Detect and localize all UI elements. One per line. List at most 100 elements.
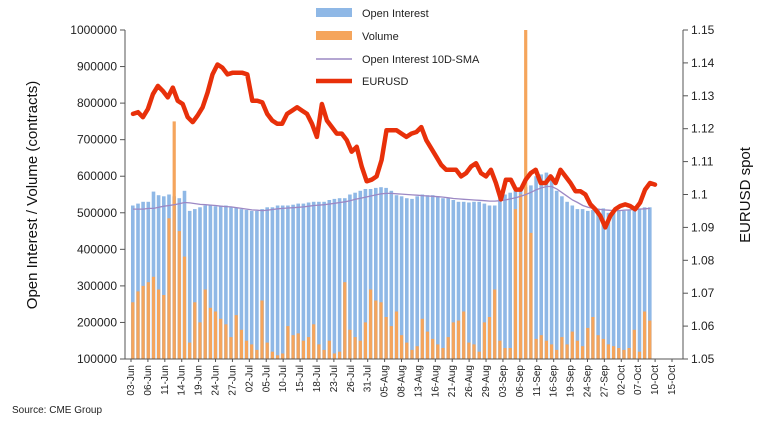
volume-bar	[182, 256, 187, 359]
volume-bar	[343, 282, 347, 359]
legend-swatch-volume	[316, 31, 352, 40]
volume-bar	[627, 348, 631, 359]
open-interest-bar	[193, 209, 197, 359]
x-tick-label: 29-Aug	[481, 365, 492, 397]
open-interest-bar	[218, 205, 223, 359]
open-interest-bar	[441, 198, 445, 359]
open-interest-bar	[420, 194, 425, 359]
x-tick-label: 10-Oct	[650, 365, 661, 395]
open-interest-bar	[317, 201, 321, 359]
open-interest-bar	[410, 198, 414, 359]
volume-bar	[617, 348, 621, 359]
volume-bar	[498, 340, 502, 359]
x-tick-label: 31-Jul	[363, 365, 374, 392]
volume-bar	[420, 318, 424, 359]
volume-bar	[338, 351, 342, 359]
open-interest-bar	[379, 187, 383, 359]
volume-bar	[637, 351, 642, 359]
open-interest-bar	[384, 187, 388, 359]
open-interest-bar	[151, 191, 156, 359]
x-tick-label: 24-Jun	[211, 365, 222, 396]
volume-bar	[643, 311, 647, 359]
left-tick-label: 700000	[77, 133, 117, 147]
left-axis-ticks: 100000 200000 300000 400000 500000 600000 7000…	[70, 23, 125, 366]
volume-bar	[606, 344, 610, 359]
open-interest-bar	[260, 209, 264, 359]
legend: Open Interest Volume Open Interest 10D-S…	[316, 8, 480, 88]
open-interest-bar	[617, 210, 621, 359]
right-tick-label: 1.14	[691, 56, 715, 70]
volume-bar	[519, 194, 523, 359]
volume-bar	[136, 291, 140, 359]
open-interest-bar	[487, 205, 492, 359]
volume-bar	[369, 289, 373, 359]
x-tick-label: 03-Sep	[498, 365, 509, 398]
open-interest-bar	[270, 207, 275, 359]
x-tick-label: 19-Sep	[566, 365, 577, 398]
volume-bar	[467, 342, 471, 359]
open-interest-bar	[591, 209, 595, 359]
volume-bar	[389, 326, 393, 359]
open-interest-bar	[332, 198, 337, 359]
x-tick-label: 14-Jun	[177, 365, 188, 396]
open-interest-bar	[234, 208, 238, 359]
right-tick-label: 1.13	[691, 89, 715, 103]
open-interest-bar	[374, 187, 378, 359]
x-tick-label: 11-Sep	[532, 365, 543, 397]
volume-bar	[250, 344, 254, 359]
volume-bar	[208, 307, 212, 359]
open-interest-bar	[492, 205, 497, 359]
open-interest-bar	[394, 195, 399, 359]
open-interest-bar	[425, 195, 430, 359]
left-tick-label: 100000	[77, 352, 117, 366]
volume-bar	[410, 349, 414, 359]
right-axis-ticks: 1.05 1.06 1.07 1.08 1.09 1.1 1.11 1.12 1.13 1.14 1…	[683, 23, 715, 366]
volume-bar	[586, 327, 590, 359]
open-interest-bar	[648, 207, 652, 359]
volume-bar	[436, 344, 440, 359]
volume-bar	[219, 318, 223, 359]
open-interest-bar	[353, 192, 357, 359]
open-interest-bar	[586, 210, 590, 359]
open-interest-bar	[570, 205, 575, 359]
right-axis-title: EURUSD spot	[737, 146, 754, 243]
volume-bar	[131, 302, 135, 359]
open-interest-bar	[337, 198, 342, 359]
volume-bar	[596, 335, 600, 359]
volume-bar	[358, 340, 362, 359]
right-tick-label: 1.05	[691, 352, 715, 366]
volume-bar	[229, 337, 233, 359]
open-interest-bar	[596, 209, 600, 359]
open-interest-bar	[467, 202, 471, 359]
open-interest-bar	[198, 207, 202, 359]
right-tick-label: 1.1	[691, 188, 708, 202]
open-interest-bar	[244, 209, 249, 359]
x-tick-label: 15-Oct	[667, 365, 678, 395]
open-interest-bar	[141, 201, 145, 359]
open-interest-bars	[131, 172, 652, 359]
volume-bar	[446, 337, 450, 359]
volume-bar	[456, 320, 461, 359]
right-tick-label: 1.09	[691, 220, 715, 234]
open-interest-bar	[436, 196, 440, 359]
volume-bar	[286, 326, 290, 359]
volume-bar	[281, 353, 285, 359]
open-interest-bar	[306, 202, 311, 359]
open-interest-bar	[229, 207, 233, 359]
volume-bar	[560, 337, 564, 359]
left-tick-label: 500000	[77, 206, 117, 220]
volume-bar	[307, 337, 311, 359]
x-tick-label: 21-Aug	[447, 365, 458, 397]
open-interest-bar	[601, 208, 606, 359]
volume-bar	[451, 322, 455, 359]
open-interest-bar	[549, 176, 554, 359]
open-interest-bar	[213, 206, 218, 359]
left-tick-label: 400000	[77, 242, 117, 256]
open-interest-bar	[606, 212, 611, 359]
volume-bar	[332, 353, 336, 359]
volume-bar	[151, 276, 156, 360]
volume-bar	[648, 320, 652, 359]
volume-bar	[296, 333, 300, 359]
volume-bar	[213, 311, 218, 359]
